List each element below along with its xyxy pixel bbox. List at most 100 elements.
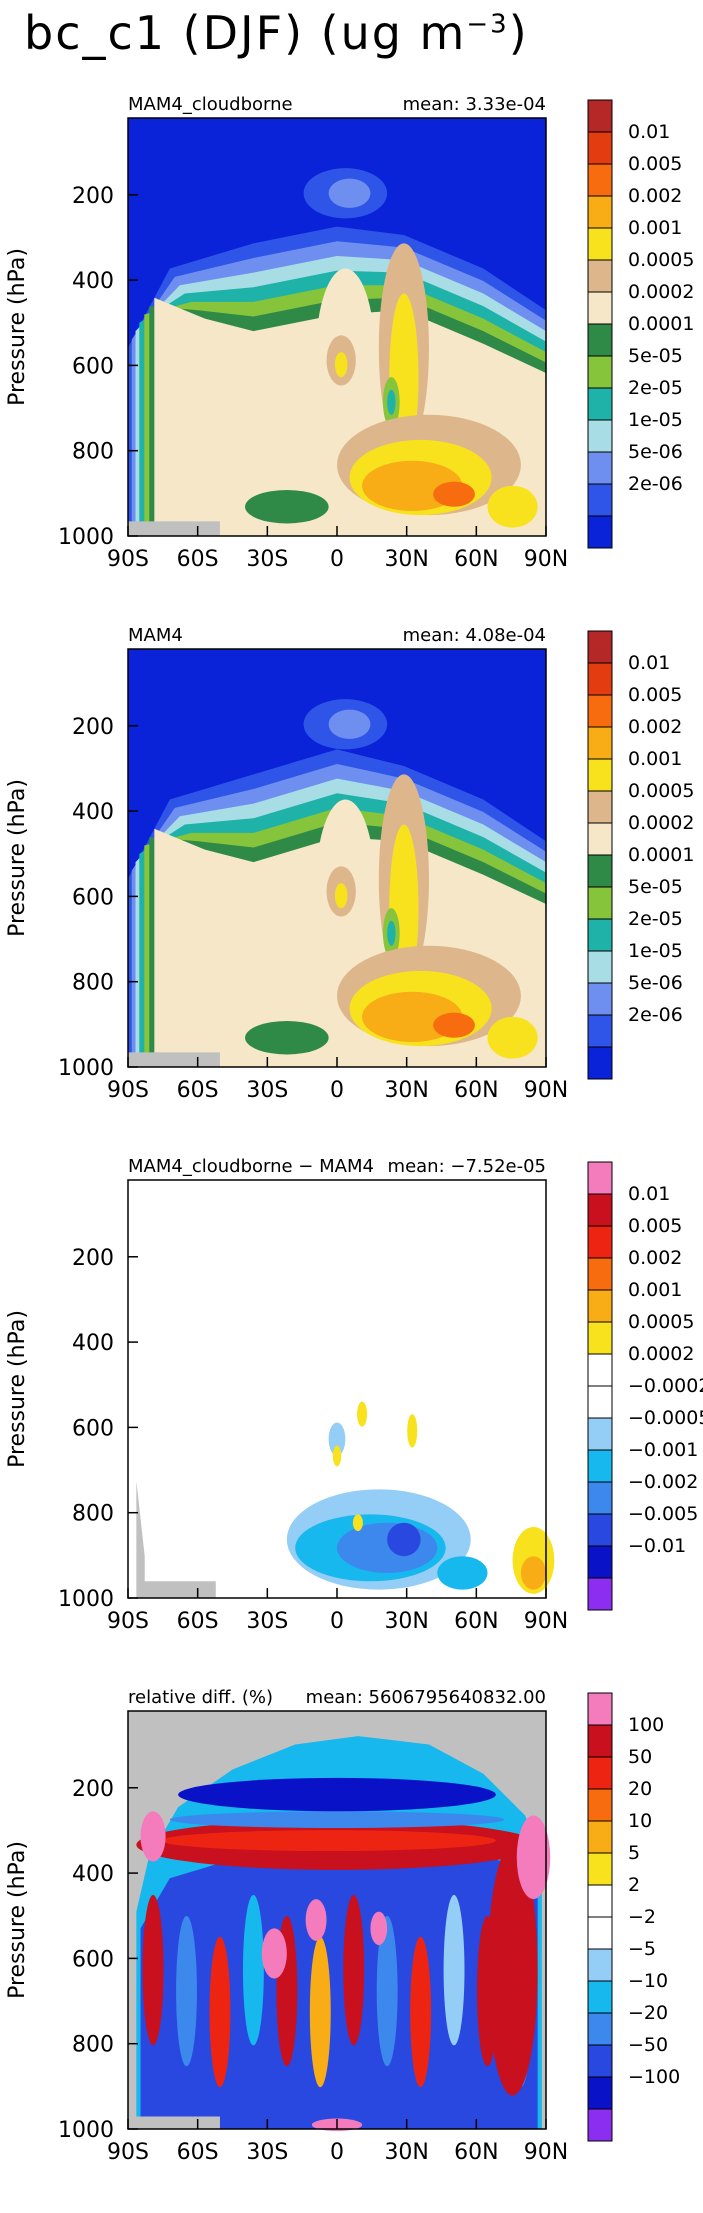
panel-cloudborne: MAM4_cloudborne mean: 3.33e-04 90S 60S 30S 0 3… [5,94,694,572]
colorbar-box [587,259,613,293]
field-surface [245,490,329,524]
colorbar-box [587,1852,613,1886]
colorbar-label: 50 [628,1746,652,1768]
x-tick-label: 90S [107,1609,149,1634]
colorbar-box [587,1820,613,1854]
colorbar-box [587,1756,613,1790]
x-tick-label: 60N [454,1078,498,1103]
x-tick-label: 0 [330,2140,344,2165]
colorbar-label: 0.005 [628,153,682,175]
rel-streak [376,1915,398,2067]
y-tick-label: 600 [72,1416,114,1441]
x-tick-label: 30S [246,2140,288,2165]
y-tick-label: 1000 [58,525,114,550]
panel-difference: MAM4_cloudborne − MAM4 mean: −7.52e-05 90S… [5,1156,703,1634]
colorbar-box [587,515,613,549]
colorbar-label: 0.01 [628,1183,670,1205]
colorbar-box [587,1724,613,1758]
colorbar-label: 2e-06 [628,473,683,495]
colorbar-box [587,1353,613,1387]
diff-region [520,1556,547,1590]
y-tick-label: 800 [72,440,114,465]
colorbar-box [587,131,613,165]
colorbar-box [587,1014,613,1048]
diff-region [332,1445,342,1467]
field-surface [487,1016,538,1059]
x-tick-label: 60S [177,1609,219,1634]
rel-blob [516,1815,551,1900]
field-layer [140,1844,538,2129]
colorbar-box [587,195,613,229]
heatmap-field [128,1180,555,1598]
colorbar-box [587,1449,613,1483]
colorbar-label: −0.001 [628,1439,698,1461]
rel-streak [443,1894,465,2046]
y-tick-label: 800 [72,1502,114,1527]
rel-blob [370,1911,388,1946]
colorbar-label: 20 [628,1778,652,1800]
y-tick-label: 400 [72,800,114,825]
colorbar-box [587,451,613,485]
panel-title: relative diff. (%) [128,1687,273,1708]
x-tick-label: 0 [330,547,344,572]
colorbar-label: 0.001 [628,748,682,770]
x-tick-label: 60S [177,2140,219,2165]
colorbar-label: −100 [628,2066,680,2088]
colorbar-box [587,2076,613,2110]
missing-data [128,521,220,536]
diff-region [328,1422,346,1456]
colorbar-box [587,694,613,728]
colorbar-box [587,99,613,133]
x-tick-label: 30S [246,547,288,572]
diff-region [337,1522,438,1573]
x-tick-label: 60N [454,2140,498,2165]
colorbar-box [587,630,613,664]
colorbar-box [587,1884,613,1918]
colorbar-label: 1e-05 [628,940,683,962]
colorbar-box [587,950,613,984]
rel-blob [140,1811,166,1862]
x-tick-label: 60S [177,547,219,572]
colorbar-box [587,1788,613,1822]
colorbar-box [587,1289,613,1323]
colorbar-label: 2 [628,1874,640,1896]
colorbar-box [587,1692,613,1726]
colorbar-label: 0.0005 [628,249,694,271]
colorbar-label: −0.0002 [628,1375,703,1397]
colorbar-box [587,1225,613,1259]
y-tick-label: 600 [72,1947,114,1972]
x-tick-label: 30S [246,1078,288,1103]
colorbar-box [587,1513,613,1547]
colorbar-label: −0.005 [628,1503,698,1525]
y-tick-label: 600 [72,885,114,910]
y-tick-label: 200 [72,1777,114,1802]
colorbar-box [587,323,613,357]
colorbar-label: 2e-05 [628,377,683,399]
colorbar-label: 10 [628,1810,652,1832]
x-tick-label: 30N [384,2140,428,2165]
x-tick-label: 60N [454,1609,498,1634]
colorbar-box [587,291,613,325]
colorbar-box [587,790,613,824]
y-tick-label: 200 [72,1246,114,1271]
panel-mean: mean: 4.08e-04 [403,625,546,646]
colorbar-label: 0.002 [628,1247,682,1269]
panel-mean: mean: 5606795640832.00 [306,1687,546,1708]
x-tick-label: 30N [384,547,428,572]
colorbar-box [587,662,613,696]
field-surface [433,1012,475,1038]
panel-mean: mean: −7.52e-05 [388,1156,546,1177]
colorbar-box [587,1257,613,1291]
rel-streak [176,1915,197,2067]
colorbar-box [587,758,613,792]
diff-region [357,1401,368,1427]
colorbar-box [587,1980,613,2014]
colorbar-box [587,419,613,453]
field-core [334,883,348,909]
colorbar-box [587,854,613,888]
x-tick-label: 90S [107,1078,149,1103]
panel-title: MAM4_cloudborne [128,94,293,115]
missing-data [128,2116,220,2129]
x-tick-label: 0 [330,1078,344,1103]
colorbar-label: 0.0002 [628,281,694,303]
